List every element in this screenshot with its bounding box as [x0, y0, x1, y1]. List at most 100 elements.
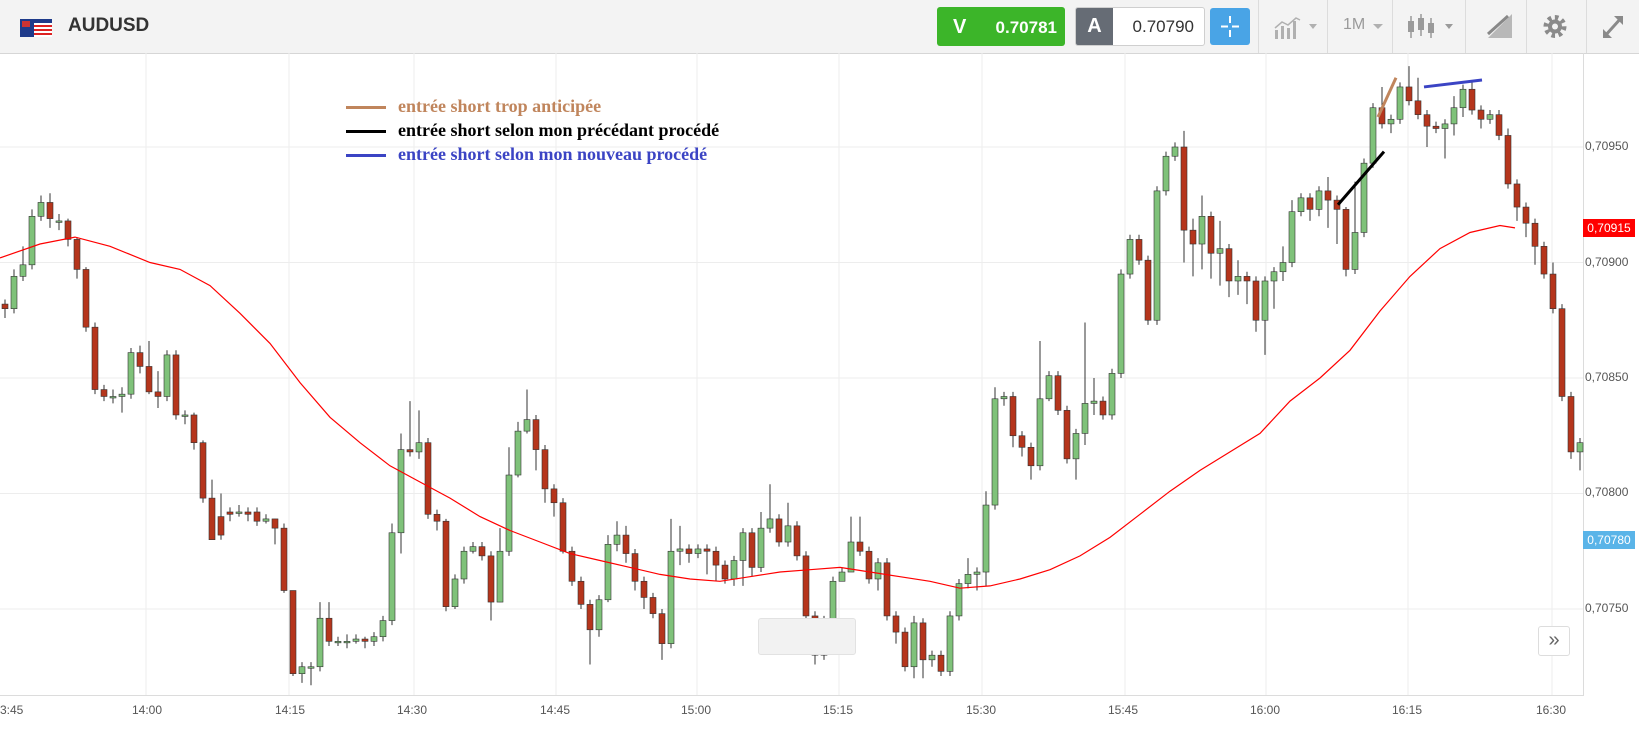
candle	[316, 602, 324, 672]
candle-body-up	[163, 354, 171, 397]
candle	[730, 555, 738, 586]
candle-body-down	[1243, 276, 1251, 282]
timeframe-selector[interactable]: 1M	[1343, 16, 1366, 33]
candle-body-up	[460, 550, 468, 580]
candle	[163, 350, 171, 402]
candle	[838, 567, 846, 582]
symbol-title[interactable]: AUDUSD	[68, 15, 150, 36]
candle-body-down	[1423, 114, 1431, 127]
moving-average-price-tag: 0,70915	[1583, 219, 1635, 237]
candle-body-up	[1162, 155, 1170, 192]
candle-body-down	[1558, 308, 1566, 397]
candle	[712, 546, 720, 582]
candle	[1576, 438, 1584, 471]
candle-body-down	[1468, 88, 1476, 111]
candle-body-down	[1477, 109, 1485, 120]
candle-body-down	[190, 414, 198, 443]
candle	[1414, 77, 1422, 120]
candle	[955, 578, 963, 621]
chart-grid	[0, 53, 1583, 695]
candle	[1045, 371, 1053, 402]
trend-line[interactable]	[1376, 77, 1398, 118]
candle	[766, 484, 774, 533]
candle-body-down	[1549, 273, 1557, 310]
candle	[199, 440, 207, 503]
chart-navigator[interactable]	[758, 618, 856, 655]
candle	[865, 546, 873, 584]
time-axis-label: 3:45	[0, 703, 24, 717]
trend-line[interactable]	[1423, 78, 1483, 89]
candle	[757, 511, 765, 573]
candle-body-up	[505, 474, 513, 552]
candle-body-down	[46, 202, 54, 219]
candle	[334, 636, 342, 646]
candle-body-down	[172, 354, 180, 416]
candle-body-up	[181, 414, 189, 417]
candle-body-up	[1441, 123, 1449, 129]
price-axis-border	[1583, 53, 1584, 696]
candle-body-up	[1072, 433, 1080, 460]
candle	[640, 576, 648, 609]
candle-body-down	[1225, 248, 1233, 282]
candle	[1513, 179, 1521, 221]
candle-body-down	[901, 631, 909, 668]
candle-body-down	[82, 269, 90, 328]
candle	[1072, 428, 1080, 480]
candle-body-up	[514, 430, 522, 476]
candle-body-down	[1540, 246, 1548, 275]
time-axis-label: 14:15	[275, 703, 306, 717]
buy-button[interactable]: A 0.70790	[1075, 7, 1205, 46]
drawn-lines[interactable]	[1336, 77, 1483, 206]
candle	[1135, 234, 1143, 265]
scroll-to-latest-button[interactable]: »	[1538, 626, 1570, 656]
candle	[1090, 378, 1098, 415]
toolbar-divider	[1465, 0, 1466, 53]
expand-icon[interactable]	[1596, 8, 1630, 45]
candle-body-up	[1486, 114, 1494, 120]
sell-button[interactable]: V 0.70781	[937, 7, 1065, 46]
legend-label: entrée short selon mon nouveau procédé	[398, 144, 708, 164]
candle-body-down	[1405, 86, 1413, 102]
candle-body-up	[37, 202, 45, 217]
candle-body-down	[1567, 396, 1575, 453]
candle-body-down	[1099, 400, 1107, 416]
candle	[1405, 66, 1413, 106]
candle	[460, 546, 468, 584]
candle-body-down	[1252, 280, 1260, 321]
candle-body-down	[1144, 259, 1152, 321]
candle-body-up	[451, 578, 459, 607]
candle	[136, 345, 144, 374]
moving-average-line	[0, 224, 1516, 589]
candle-body-down	[802, 555, 810, 617]
candle	[937, 650, 945, 676]
trend-line[interactable]	[1336, 150, 1386, 206]
candle-body-up	[1090, 400, 1098, 404]
candle-body-down	[631, 553, 639, 582]
candle-body-up	[370, 636, 378, 642]
candle-body-down	[325, 617, 333, 642]
candle	[118, 387, 126, 413]
candle-body-down	[1180, 146, 1188, 231]
candle	[1081, 322, 1089, 445]
crosshair-button[interactable]	[1210, 8, 1250, 45]
candle-body-up	[955, 583, 963, 617]
candle-body-up	[127, 352, 135, 395]
legend-label: entrée short selon mon précédant procédé	[398, 120, 720, 140]
candle-body-up	[730, 560, 738, 580]
candle	[1252, 276, 1260, 332]
drawing-tools-icon[interactable]	[1482, 8, 1518, 45]
gear-icon[interactable]	[1537, 8, 1573, 45]
candle-body-down	[1414, 100, 1422, 115]
chevron-down-icon[interactable]	[1370, 8, 1386, 45]
candle-body-up	[1216, 248, 1224, 254]
candle-body-down	[1432, 125, 1440, 129]
candlestick-icon[interactable]	[1404, 8, 1460, 45]
legend-swatch	[346, 106, 386, 109]
candle	[325, 602, 333, 646]
candle	[442, 518, 450, 612]
candle	[1369, 103, 1377, 168]
candle-body-down	[154, 391, 162, 397]
candle	[649, 592, 657, 619]
chart-style-icon[interactable]	[1273, 8, 1321, 45]
candle	[1225, 244, 1233, 298]
